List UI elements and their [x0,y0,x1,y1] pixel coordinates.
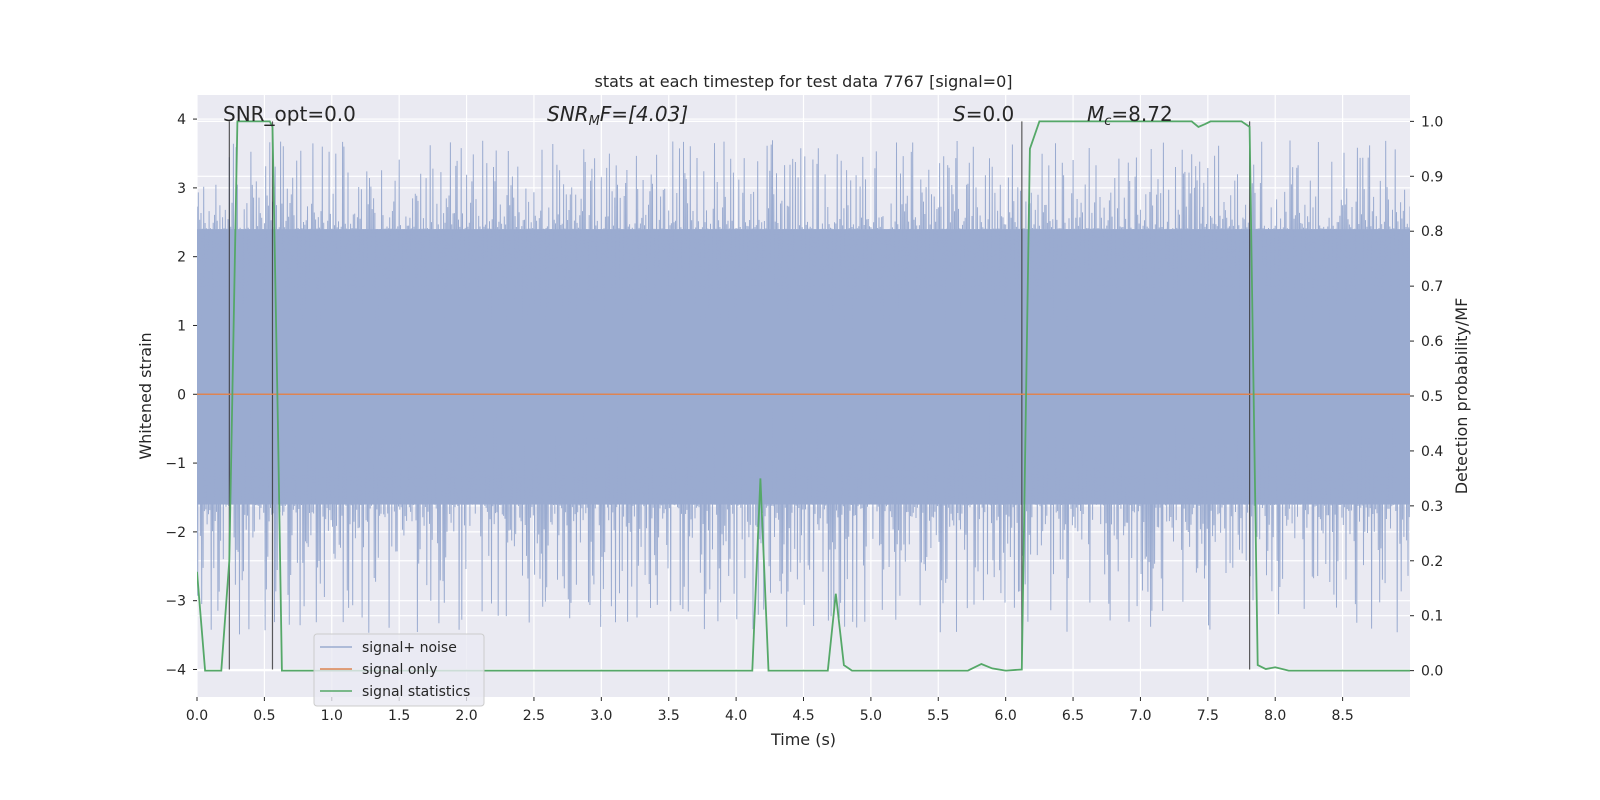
x-axis-label: Time (s) [770,730,836,749]
y-left-tick-label: 1 [177,318,186,334]
x-tick-label: 8.0 [1264,708,1286,724]
x-tick-label: 5.5 [927,708,949,724]
x-tick-label: 3.5 [658,708,680,724]
y-right-tick-label: 0.3 [1421,499,1443,515]
x-tick-label: 4.5 [792,708,814,724]
x-tick-label: 2.0 [455,708,477,724]
x-axis-ticks: 0.0 0.5 1.0 1.5 2.0 2.5 3.0 3.5 4.0 4.5 5.0 5.5 6.0 6… [186,697,1354,724]
annotation-mc: Mc=8.72 [1087,102,1173,129]
signal-statistics-series [197,120,1410,672]
annotation-snr-mf-name: SNR [547,102,589,126]
chart-title: stats at each timestep for test data 776… [594,72,1012,91]
y-left-tick-label: 0 [177,387,186,403]
signal-statistics-line [197,120,1410,672]
legend-label-signal-statistics: signal statistics [362,684,470,700]
y-left-axis-ticks: −4 −3 −2 −1 0 1 2 3 4 [165,112,197,678]
y-left-tick-label: 2 [177,250,186,266]
annotation-snr-mf-tail: F=[4.03] [600,102,688,126]
x-tick-label: 0.0 [186,708,208,724]
y-right-tick-label: 0.6 [1421,334,1443,350]
y-right-tick-label: 1.0 [1421,114,1443,130]
x-tick-label: 3.0 [590,708,612,724]
annotation-mc-name: M [1087,102,1104,126]
signal-noise-series [197,140,1410,635]
legend-box [313,633,485,707]
y-left-tick-label: 3 [177,181,186,197]
y-left-axis-label: Whitened strain [136,332,155,459]
y-left-tick-label: −1 [165,456,186,472]
annotation-snr-opt: SNR_opt=0.0 [223,102,356,126]
y-right-tick-label: 0.0 [1421,664,1443,680]
x-tick-label: 0.5 [253,708,275,724]
y-right-tick-label: 0.4 [1421,444,1443,460]
annotation-s: S=0.0 [953,102,1014,126]
noise-trace [197,140,1410,635]
x-tick-label: 7.0 [1129,708,1151,724]
annotation-mc-sub: c [1104,114,1111,129]
y-right-axis-label: Detection probability/MF [1452,298,1471,495]
y-left-tick-label: −4 [165,662,186,678]
annotation-snr-mf: SNRMF=[4.03] [547,102,688,129]
y-left-tick-label: 4 [177,112,186,128]
x-tick-label: 2.5 [523,708,545,724]
y-right-tick-label: 0.9 [1421,169,1443,185]
legend-label-signal-noise: signal+ noise [362,640,457,656]
y-right-tick-label: 0.5 [1421,389,1443,405]
y-right-tick-label: 0.7 [1421,279,1443,295]
y-left-tick-label: −3 [165,594,186,610]
annotation-s-name: S [953,102,966,126]
annotation-snr-mf-sub: M [589,114,600,129]
annotation-s-tail: =0.0 [966,102,1015,126]
x-tick-label: 4.0 [725,708,747,724]
x-tick-label: 1.5 [388,708,410,724]
x-tick-label: 7.5 [1197,708,1219,724]
legend-label-signal-only: signal only [362,662,437,678]
vertical-markers [228,121,1251,670]
x-tick-label: 1.0 [321,708,343,724]
y-right-tick-label: 0.8 [1421,224,1443,240]
x-tick-label: 6.0 [995,708,1017,724]
legend: signal+ noise signal only signal statist… [313,633,485,707]
y-right-tick-label: 0.2 [1421,554,1443,570]
x-tick-label: 6.5 [1062,708,1084,724]
annotation-mc-tail: =8.72 [1111,102,1172,126]
x-tick-label: 5.0 [860,708,882,724]
x-tick-label: 8.5 [1331,708,1353,724]
y-right-axis-ticks: 0.0 0.1 0.2 0.3 0.4 0.5 0.6 0.7 0.8 0.9 1.0 [1410,114,1443,680]
y-left-tick-label: −2 [165,525,186,541]
y-right-tick-label: 0.1 [1421,609,1443,625]
